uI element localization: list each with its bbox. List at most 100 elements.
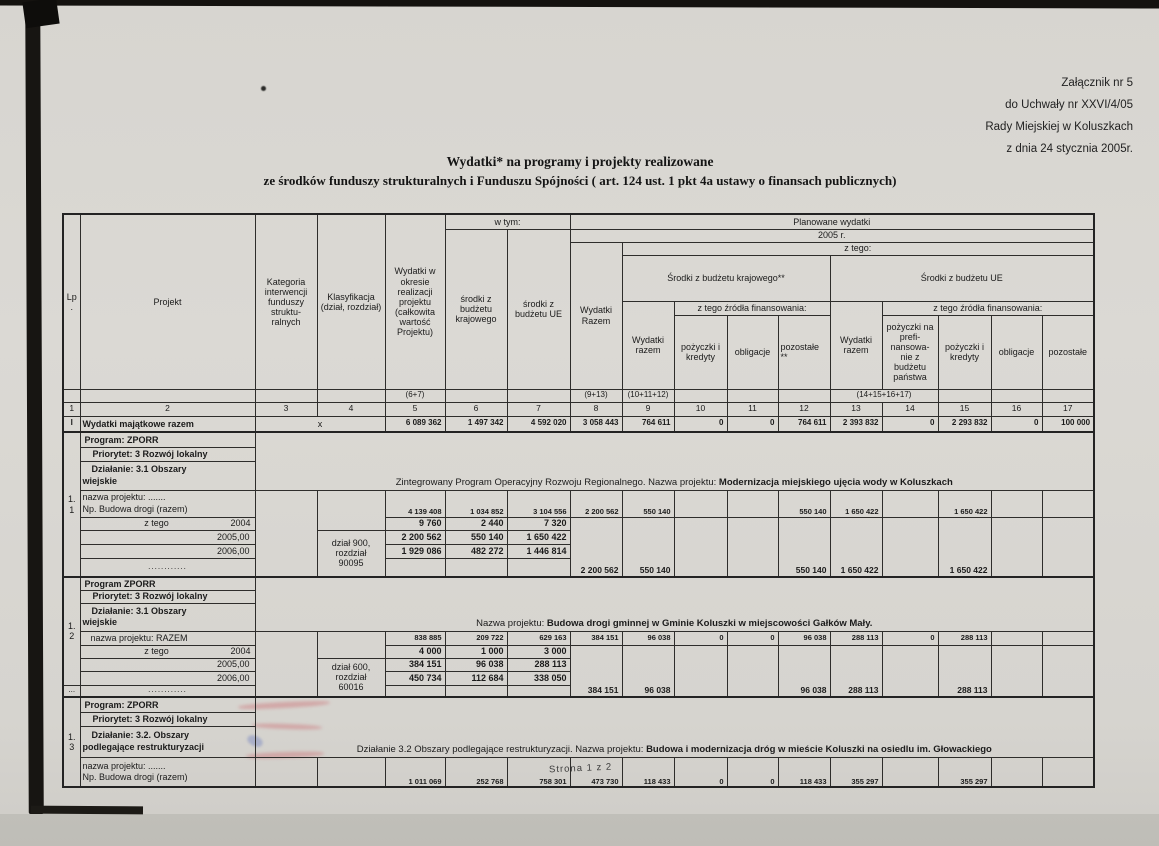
empty-cell (444, 388, 508, 403)
col-number: 2 (79, 401, 256, 417)
col-number: 4 (316, 401, 386, 417)
value-cell: 0 (673, 630, 728, 646)
header-kategoria: Kategoria interwencji funduszy struktu- … (254, 213, 318, 390)
empty-cell (1041, 644, 1095, 698)
empty-cell (506, 684, 571, 698)
total-cell: 1 650 422 (829, 516, 883, 578)
header-srodki-krajowe: środki z budżetu krajowego (444, 228, 508, 390)
value-cell: 209 722 (444, 630, 508, 646)
scan-bottom-shade (0, 814, 1159, 846)
value-cell: 96 038 (621, 630, 675, 646)
header-wydatki-razem-ue: Wydatki razem (829, 300, 883, 390)
header-z-tego: z tego: (621, 241, 1095, 256)
header-band-srodki-krajowe: Środki z budżetu krajowego** (621, 254, 831, 302)
banner-project-name: Budowa i modernizacja dróg w mieście Kol… (646, 743, 992, 755)
value-cell: 2 393 832 (829, 415, 883, 433)
value-cell: 4 139 408 (384, 489, 446, 518)
program-label: Program: ZPORR (79, 696, 256, 713)
empty-cell (316, 489, 386, 531)
empty-cell (444, 557, 508, 578)
value-cell: 100 000 (1041, 415, 1095, 433)
section-lp: 1.3 (62, 696, 81, 788)
empty-cell (726, 644, 779, 698)
banner-text: Zintegrowany Program Operacyjny Rozwoju … (395, 476, 719, 488)
ink-speck (261, 86, 266, 91)
note-line: Rady Miejskiej w Koluszkach (985, 121, 1133, 133)
row-total-lp: I (62, 415, 81, 433)
value-cell: 3 000 (506, 644, 571, 659)
formula-cell: (14+15+16+17) (829, 388, 939, 403)
total-cell: 384 151 (569, 644, 623, 698)
value-cell: 0 (673, 756, 728, 788)
value-cell: 0 (726, 756, 779, 788)
empty-cell (990, 516, 1043, 578)
empty-cell (1041, 388, 1095, 403)
header-srodki-ue: środki z budżetu UE (506, 228, 571, 390)
value-cell: 482 272 (444, 543, 508, 559)
year-label: 2004 (230, 646, 251, 657)
col-number: 8 (569, 401, 623, 417)
empty-cell (254, 630, 318, 698)
value-cell: 96 038 (444, 657, 508, 672)
total-cell: 96 038 (777, 644, 831, 698)
total-cell: 96 038 (621, 644, 675, 698)
header-w-tym: w tym: (444, 213, 571, 230)
empty-cell (673, 516, 728, 578)
value-cell: 1 011 069 (384, 756, 446, 788)
header-pozyczki-ue: pożyczki i kredyty (937, 314, 992, 390)
value-cell: 3 058 443 (569, 415, 623, 433)
empty-cell (79, 388, 256, 403)
empty-cell (316, 630, 386, 659)
year-label: 2006,00 (79, 670, 256, 686)
dzialanie-label: Działanie: 3.1 Obszary wiejskie (79, 602, 256, 632)
total-cell: 550 140 (777, 516, 831, 578)
header-pozostale-ue: pozostałe (1041, 314, 1095, 390)
value-cell: 0 (881, 630, 939, 646)
scan-corner-mark (22, 0, 60, 29)
priorytet-label: Priorytet: 3 Rozwój lokalny (79, 589, 256, 604)
empty-cell (990, 644, 1043, 698)
empty-cell (1041, 630, 1095, 646)
value-cell: 0 (673, 415, 728, 433)
dzialanie-label: Działanie: 3.1 Obszary wiejskie (79, 460, 256, 491)
value-cell: 288 113 (506, 657, 571, 672)
empty-cell (506, 557, 571, 578)
empty-cell (990, 388, 1043, 403)
col-number: 12 (777, 401, 831, 417)
col-number: 3 (254, 401, 318, 417)
header-wydatki-razem-kraj: Wydatki razem (621, 300, 675, 390)
value-cell: 96 038 (777, 630, 831, 646)
value-cell: 1 000 (444, 644, 508, 659)
total-cell: 1 650 422 (937, 516, 992, 578)
total-cell: 550 140 (621, 516, 675, 578)
value-cell: 4 000 (384, 644, 446, 659)
value-cell: 764 611 (621, 415, 675, 433)
value-cell: 1 446 814 (506, 543, 571, 559)
expenditures-table: Lp. Projekt Kategoria interwencji fundus… (62, 213, 1096, 788)
year-label: 2004 (230, 518, 251, 529)
empty-cell (254, 388, 318, 403)
dzialanie-line-1: Działanie: 3.2. Obszary (91, 730, 190, 741)
ztego-label: z tego (144, 646, 169, 657)
nazwa-line-2: Np. Budowa drogi (razem) (82, 503, 188, 514)
value-cell: 629 163 (506, 630, 571, 646)
klasyfikacja-cell: dział 900, rozdział 90095 (316, 529, 386, 578)
empty-cell (726, 489, 779, 518)
value-cell: 1 497 342 (444, 415, 508, 433)
section-banner: Działanie 3.2 Obszary podlegające restru… (254, 696, 1095, 758)
nazwa-projektu-cell: nazwa projektu: ....... Np. Budowa drogi… (79, 489, 256, 518)
col-number: 17 (1041, 401, 1095, 417)
header-klasyfikacja: Klasyfikacja (dział, rozdział) (316, 213, 386, 390)
col-number: 1 (62, 401, 81, 417)
nazwa-line-2: Np. Budowa drogi (razem) (82, 771, 188, 782)
value-cell: 550 140 (777, 489, 831, 518)
header-obligacje-kraj: obligacje (726, 314, 779, 390)
klasyfikacja-cell: dział 600, rozdział 60016 (316, 657, 386, 698)
value-cell: 2 440 (444, 516, 508, 531)
value-cell: 112 684 (444, 670, 508, 686)
banner-project-name: Budowa drogi gminnej w Gminie Koluszki w… (546, 617, 873, 629)
value-cell: 252 768 (444, 756, 508, 788)
header-prefinansowanie: pożyczki na prefi- nansowa- nie z budżet… (881, 314, 939, 390)
value-cell: 6 089 362 (384, 415, 446, 433)
